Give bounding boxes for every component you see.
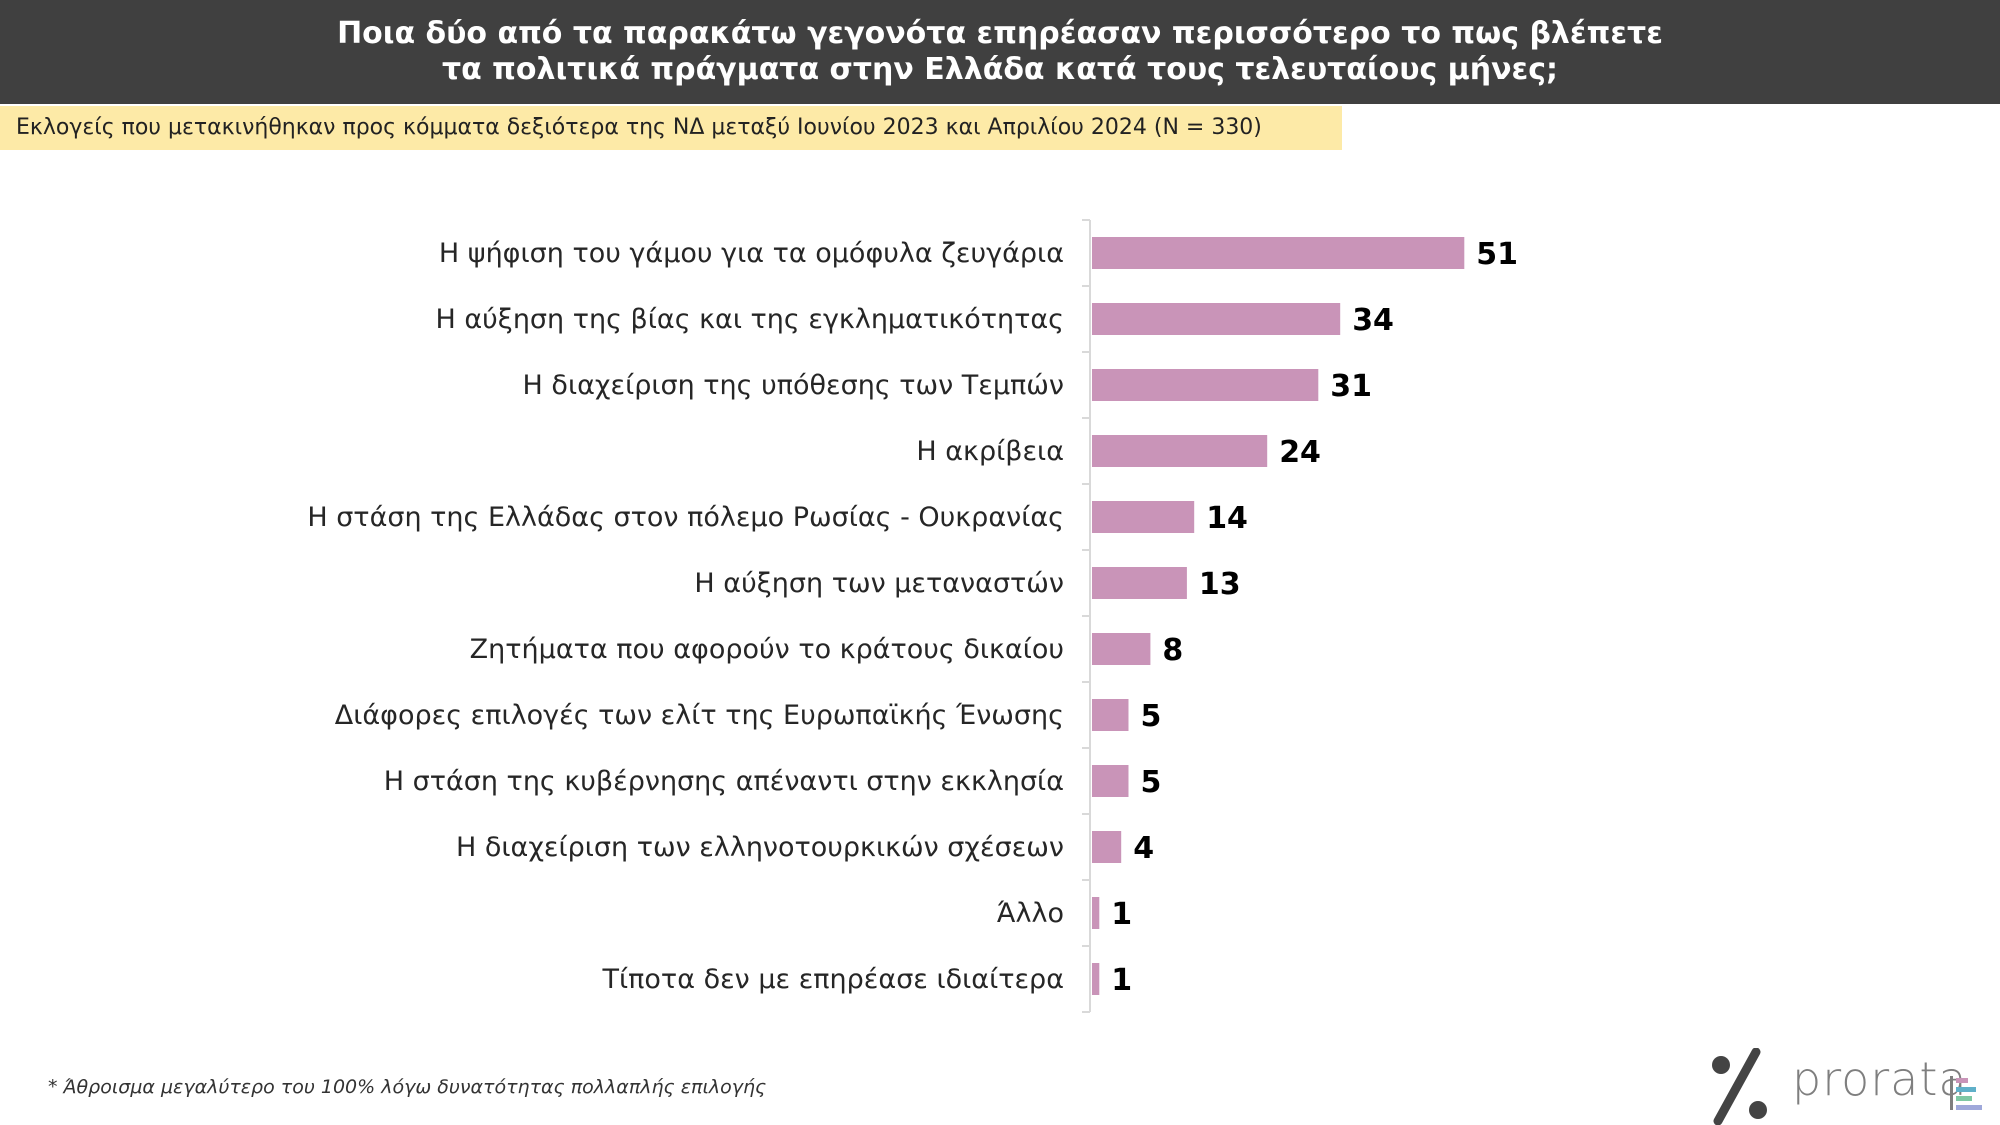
category-label: Τίποτα δεν με επηρέασε ιδιαίτερα: [602, 964, 1064, 995]
bar: [1092, 369, 1319, 401]
logo-wordmark: prorata: [1792, 1052, 1968, 1106]
category-label: Η διαχείριση της υπόθεσης των Τεμπών: [523, 370, 1064, 401]
data-label: 13: [1199, 567, 1241, 602]
bar: [1092, 633, 1151, 665]
data-label: 31: [1330, 369, 1372, 404]
prorata-logo: prorata: [1700, 1048, 2000, 1125]
data-label: 24: [1279, 435, 1321, 470]
category-label: Διάφορες επιλογές των ελίτ της Ευρωπαϊκή…: [335, 700, 1064, 731]
data-label: 14: [1206, 501, 1248, 536]
chart-subtitle: Εκλογείς που μετακινήθηκαν προς κόμματα …: [0, 106, 1342, 150]
category-label: Η ψήφιση του γάμου για τα ομόφυλα ζευγάρ…: [439, 238, 1064, 269]
bar: [1092, 303, 1341, 335]
bar: [1092, 897, 1100, 929]
bar-chart: Η ψήφιση του γάμου για τα ομόφυλα ζευγάρ…: [307, 219, 1518, 1013]
category-label: Η ακρίβεια: [916, 436, 1064, 467]
category-label: Η στάση της κυβέρνησης απέναντι στην εκκ…: [384, 766, 1064, 797]
category-label: Άλλο: [997, 898, 1064, 929]
data-label: 1: [1111, 963, 1132, 998]
data-label: 1: [1111, 897, 1132, 932]
bar: [1092, 831, 1122, 863]
data-label: 4: [1133, 831, 1154, 866]
category-label: Η αύξηση της βίας και της εγκληματικότητ…: [435, 304, 1064, 335]
percent-logo-icon: [1712, 1048, 1767, 1125]
category-label: Ζητήματα που αφορούν το κράτους δικαίου: [470, 634, 1064, 665]
footnote: * Άθροισμα μεγαλύτερο του 100% λόγω δυνα…: [48, 1076, 767, 1098]
bar: [1092, 501, 1195, 533]
category-label: Η στάση της Ελλάδας στον πόλεμο Ρωσίας -…: [307, 502, 1064, 533]
bar: [1092, 699, 1129, 731]
data-label: 51: [1476, 237, 1518, 272]
data-label: 8: [1162, 633, 1183, 668]
bar: [1092, 435, 1268, 467]
data-label: 5: [1141, 699, 1162, 734]
chart-title-line-2: τα πολιτικά πράγματα στην Ελλάδα κατά το…: [441, 52, 1559, 87]
chart-title: Ποια δύο από τα παρακάτω γεγονότα επηρέα…: [0, 0, 2000, 104]
bar: [1092, 765, 1129, 797]
data-label: 34: [1352, 303, 1394, 338]
category-label: Η αύξηση των μεταναστών: [694, 568, 1064, 599]
bar: [1092, 237, 1465, 269]
chart-title-line-1: Ποια δύο από τα παρακάτω γεγονότα επηρέα…: [337, 16, 1663, 51]
bar: [1092, 567, 1187, 599]
bars-logo-icon: [1950, 1076, 1982, 1110]
bar: [1092, 963, 1100, 995]
data-label: 5: [1141, 765, 1162, 800]
category-label: Η διαχείριση των ελληνοτουρκικών σχέσεων: [456, 832, 1064, 863]
